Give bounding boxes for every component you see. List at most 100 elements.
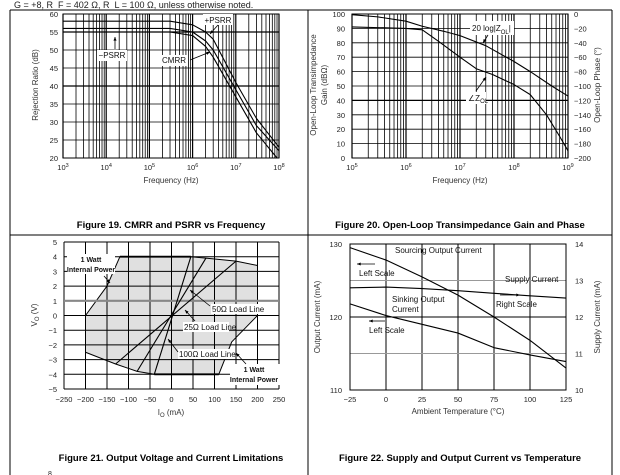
plot-frame: [62, 13, 280, 159]
y-tick-label: 35: [50, 100, 58, 109]
series-gain: [351, 14, 569, 97]
x-tick-label: 50: [189, 395, 197, 404]
y-tick-label-right: 12: [575, 313, 583, 322]
y-tick-label-right: 14: [575, 240, 583, 249]
y-tick-label-left: 30: [337, 111, 345, 120]
annotation-25ohm: 25Ω Load Line: [184, 323, 237, 332]
y-tick-label-left: 70: [337, 53, 345, 62]
arrowhead-icon: [210, 30, 214, 34]
x-axis-label: Frequency (Hz): [432, 176, 487, 185]
annotation-minus-psrr: −PSRR: [99, 51, 126, 60]
annotation-right-scale: Right Scale: [496, 300, 537, 309]
arrowhead-icon: [185, 310, 189, 314]
y-tick-label: 45: [50, 64, 58, 73]
y-tick-label: 1: [53, 297, 57, 306]
annotation-phase: ∠ZOL: [468, 94, 489, 105]
y-tick-label-left: 10: [337, 140, 345, 149]
arrowhead-icon: [369, 319, 373, 323]
series-supply-current: [349, 286, 567, 299]
page-number: 8: [48, 471, 52, 475]
y-tick-label: 40: [50, 82, 58, 91]
y-tick-label: −4: [48, 370, 57, 379]
x-tick-label: 200: [251, 395, 264, 404]
annotation-1w-top: 1 Watt: [81, 257, 102, 264]
y-tick-label: 50: [50, 46, 58, 55]
chart-output-voltage-current-limits: −250 −200 −150 −100 −50 0 50 100 150 200 250−5−4−3…: [30, 238, 285, 464]
annotation-cmrr: CMRR: [162, 56, 186, 65]
annotation-left-scale-2: Left Scale: [369, 326, 405, 335]
x-tick-label: 0: [384, 395, 388, 404]
y-tick-label-left: 130: [329, 240, 342, 249]
x-tick-label: 50: [454, 395, 462, 404]
x-tick-label: −200: [77, 395, 94, 404]
arrowhead-icon: [483, 39, 487, 43]
label-bg: [160, 55, 188, 66]
figure-caption: Figure 22. Supply and Output Current vs …: [339, 453, 581, 464]
arrowhead-icon: [106, 279, 110, 283]
y-tick-label-left: 60: [337, 68, 345, 77]
figure-caption: Figure 20. Open-Loop Transimpedance Gain…: [335, 220, 585, 231]
y-tick-label: 0: [53, 312, 57, 321]
y-tick-label: 55: [50, 28, 58, 37]
y-axis-label-line2: Gain (dBΩ): [320, 65, 329, 106]
y-tick-label-right: −120: [574, 96, 591, 105]
y-tick-label: 2: [53, 282, 57, 291]
series-cmrr: [63, 27, 280, 152]
y-tick-label-right: −200: [574, 154, 591, 163]
label-bg: [230, 364, 280, 385]
y-tick-label-right: −100: [574, 82, 591, 91]
label-bg: [178, 349, 230, 359]
annotation-arrow: [189, 289, 211, 307]
x-tick-label: 250: [273, 395, 286, 404]
arrowhead-icon: [113, 37, 117, 41]
arrowhead-icon: [516, 293, 520, 297]
series-psrr: [63, 31, 278, 159]
y-tick-label: −1: [48, 326, 57, 335]
x-axis-label: Ambient Temperature (°C): [412, 407, 505, 416]
y-axis-label-right: Open-Loop Phase (°): [593, 47, 602, 123]
y-tick-label-left: 0: [341, 154, 345, 163]
y-tick-label-right: −140: [574, 111, 591, 120]
y-tick-label-right: −20: [574, 24, 587, 33]
arrowhead-icon: [357, 262, 361, 266]
y-axis-label-right: Supply Current (mA): [593, 280, 602, 353]
y-tick-label-right: −40: [574, 39, 587, 48]
x-axis-label: IO (mA): [158, 408, 185, 419]
x-axis-label: Frequency (Hz): [143, 176, 198, 185]
series-psrr: [63, 20, 280, 148]
chart-supply-output-current-vs-temp: −25 0 25 50 75 100 125 110 120 130 10 11 12 13 14 Ambie…: [313, 240, 602, 464]
y-tick-label-right: −80: [574, 68, 587, 77]
y-tick-label: 25: [50, 136, 58, 145]
x-tick-label: 105: [346, 163, 357, 172]
x-tick-label: 103: [57, 163, 68, 172]
y-tick-label: 30: [50, 118, 58, 127]
load-line: [115, 260, 237, 365]
y-tick-label: −5: [48, 385, 57, 394]
x-tick-label: 25: [418, 395, 426, 404]
annotation-50ohm: 50Ω Load Line: [212, 305, 265, 314]
figure-caption: Figure 21. Output Voltage and Current Li…: [59, 453, 284, 464]
y-tick-label-left: 110: [330, 386, 342, 395]
arrowhead-icon: [168, 339, 172, 343]
x-tick-label: 107: [230, 163, 241, 172]
y-tick-label-left: 80: [337, 39, 345, 48]
load-line: [136, 257, 207, 372]
y-tick-label-right: 13: [575, 277, 583, 286]
x-tick-label: 0: [169, 395, 173, 404]
x-tick-label: 105: [144, 163, 155, 172]
plot-frame: [349, 243, 567, 391]
y-tick-label-left: 50: [337, 82, 345, 91]
y-axis-label: Rejection Ratio (dB): [31, 49, 40, 121]
y-tick-label: 60: [50, 10, 58, 19]
arrowhead-icon: [236, 353, 240, 357]
x-tick-label: −150: [99, 395, 116, 404]
y-axis-label-line1: Open-Loop Transimpedance: [309, 34, 318, 136]
series-phase: [351, 26, 569, 152]
y-tick-label: −2: [48, 341, 57, 350]
annotation-internal-power-top: Internal Power: [67, 267, 116, 274]
x-tick-label: 150: [230, 395, 243, 404]
panel-borders: [9, 9, 613, 475]
y-tick-label: 3: [53, 267, 57, 276]
